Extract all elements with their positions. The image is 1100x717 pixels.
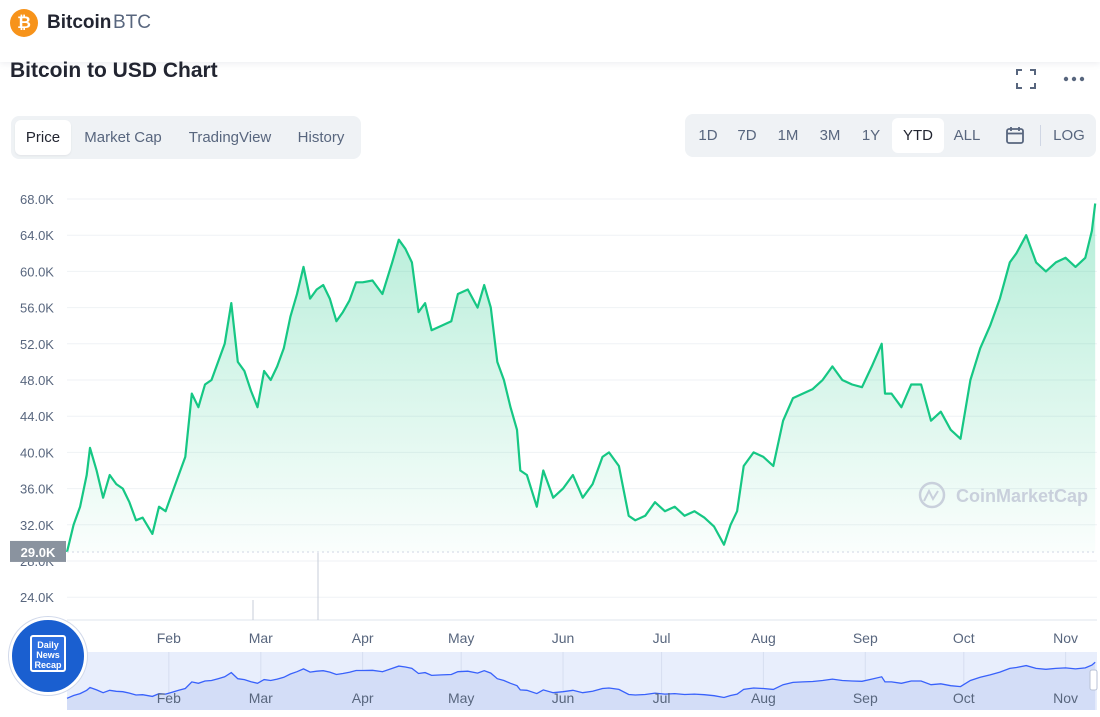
coinmarketcap-logo-icon [918,481,946,509]
chart-type-tabs: Price Market Cap TradingView History [11,116,361,159]
current-price-label: 29.0K [21,545,56,560]
navigator-tick-label: Mar [249,690,273,706]
range-1y[interactable]: 1Y [861,127,881,144]
coin-name: Bitcoin [47,12,112,33]
navigator-tick-label: Oct [953,690,975,706]
navigator-handle [1089,669,1098,691]
y-tick-label: 68.0K [20,192,54,207]
price-area-fill [67,203,1096,552]
x-tick-label: Jul [653,630,671,646]
y-tick-label: 48.0K [20,373,54,388]
navigator-tick-label: Nov [1053,690,1078,706]
watermark-mark [923,488,939,502]
x-tick-label: Apr [352,630,374,646]
coin-symbol: BTC [113,12,151,33]
watermark-text: CoinMarketCap [956,486,1088,506]
x-tick-label: Jun [552,630,575,646]
coin-header: ₿ Bitcoin BTC [0,0,1100,62]
range-divider [1040,125,1041,146]
tab-tradingview[interactable]: TradingView [188,129,272,146]
x-tick-label: Aug [751,630,776,646]
y-tick-label: 56.0K [20,301,54,316]
y-tick-label: 24.0K [20,590,54,605]
y-tick-label: 60.0K [20,264,54,279]
y-tick-label: 64.0K [20,228,54,243]
navigator-tick-label: Feb [157,690,181,706]
chart-title: Bitcoin to USD Chart [10,59,218,82]
range-all[interactable]: ALL [953,127,981,144]
current-price-badge [10,540,66,562]
x-tick-label: May [448,630,474,646]
navigator-tick-label: Sep [853,690,878,706]
navigator-tick-label: Jul [653,690,671,706]
navigator-tick-label: May [448,690,474,706]
daily-news-recap-badge[interactable]: Daily News Recap [9,617,87,695]
x-tick-label: Mar [249,630,273,646]
price-chart[interactable]: 24.0K28.0K32.0K36.0K40.0K44.0K48.0K52.0K… [0,170,1100,717]
fullscreen-icon[interactable] [1013,66,1039,92]
tab-price[interactable]: Price [15,120,71,155]
badge-line-3: Recap [34,660,62,670]
time-range-selector: 1D 7D 1M 3M 1Y YTD ALL LOG [685,114,1096,157]
x-tick-label: Feb [157,630,181,646]
range-log[interactable]: LOG [1053,127,1085,144]
news-icon: Daily News Recap [30,635,66,672]
range-1d[interactable]: 1D [698,127,718,144]
y-tick-label: 52.0K [20,337,54,352]
bitcoin-logo-icon: ₿ [10,9,38,37]
tab-history[interactable]: History [297,129,345,146]
y-tick-label: 32.0K [20,518,54,533]
x-tick-label: Nov [1053,630,1078,646]
y-tick-label: 44.0K [20,409,54,424]
calendar-icon[interactable] [997,118,1033,153]
navigator-area [67,662,1096,710]
navigator-line [66,661,1096,699]
range-1m[interactable]: 1M [777,127,799,144]
price-line [65,203,1097,553]
y-tick-label: 36.0K [20,482,54,497]
tab-market-cap[interactable]: Market Cap [84,129,162,146]
navigator-tick-label: Jun [552,690,575,706]
badge-line-1: Daily [37,640,59,650]
navigator-tick-label: Apr [352,690,374,706]
badge-line-2: News [36,650,60,660]
y-tick-label: 40.0K [20,445,54,460]
range-7d[interactable]: 7D [737,127,757,144]
x-tick-label: Sep [853,630,878,646]
more-icon[interactable] [1061,66,1087,92]
x-tick-label: Oct [953,630,975,646]
range-ytd[interactable]: YTD [892,118,944,153]
navigator-tick-label: Aug [751,690,776,706]
range-3m[interactable]: 3M [819,127,841,144]
